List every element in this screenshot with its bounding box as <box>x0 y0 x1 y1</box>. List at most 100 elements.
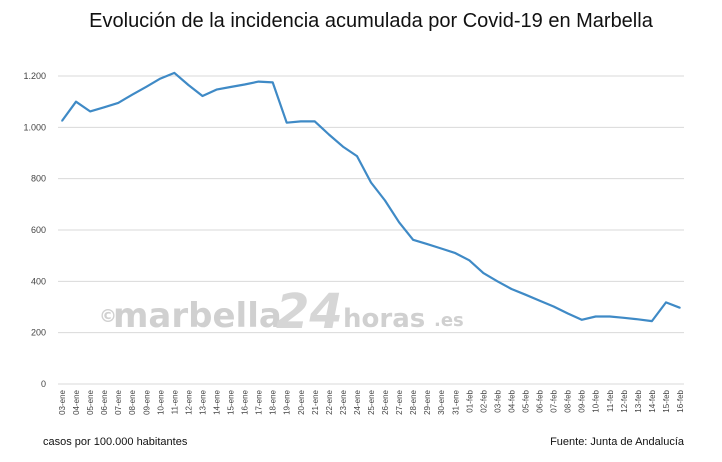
data-point <box>201 95 204 97</box>
x-tick-label: 23-ene <box>339 389 348 414</box>
x-tick-label: 06-ene <box>100 389 109 414</box>
y-tick-label: 800 <box>31 174 46 184</box>
data-point <box>623 317 625 319</box>
data-point <box>243 83 246 86</box>
data-point <box>75 100 77 103</box>
x-tick-label: 25-ene <box>367 389 376 414</box>
data-point <box>440 247 443 250</box>
x-axis-tick-labels: 03-ene 04-ene 05-ene 06-ene 07-ene 08-ene 09-e… <box>58 389 685 414</box>
x-tick-label: 04-ene <box>72 389 81 414</box>
x-tick-label: 20-ene <box>297 389 306 414</box>
x-tick-label: 18-ene <box>269 389 278 414</box>
x-tick-label: 09-ene <box>142 389 151 414</box>
data-point <box>566 312 569 315</box>
x-tick-label: 10-feb <box>592 389 601 412</box>
y-tick-label: 1.200 <box>23 71 46 81</box>
data-point <box>454 252 457 254</box>
x-tick-label: 04-feb <box>507 389 516 412</box>
series-group <box>61 71 681 323</box>
data-point <box>468 259 471 262</box>
x-tick-label: 31-ene <box>451 389 460 414</box>
x-tick-label: 17-ene <box>255 389 264 414</box>
data-point <box>384 199 386 202</box>
x-tick-label: 07-ene <box>114 389 123 414</box>
x-tick-label: 15-ene <box>227 389 236 414</box>
data-point <box>510 288 513 290</box>
x-tick-label: 03-ene <box>58 389 67 414</box>
x-tick-label: 11-ene <box>170 389 179 414</box>
data-point <box>398 221 400 224</box>
data-point <box>538 299 541 302</box>
x-tick-label: 05-feb <box>522 389 531 412</box>
x-tick-label: 07-feb <box>550 389 559 412</box>
x-tick-label: 02-feb <box>479 389 488 412</box>
data-point <box>187 84 190 86</box>
x-tick-label: 06-feb <box>536 389 545 412</box>
data-point <box>285 121 288 124</box>
data-point <box>173 72 176 74</box>
watermark-horas: horas <box>343 304 425 334</box>
data-point <box>580 319 583 321</box>
data-point <box>594 315 597 318</box>
y-tick-label: 200 <box>31 328 46 338</box>
x-tick-label: 13-feb <box>634 389 643 412</box>
x-tick-label: 12-ene <box>184 389 193 414</box>
x-tick-label: 26-ene <box>381 389 390 414</box>
data-point <box>89 110 91 113</box>
x-tick-label: 12-feb <box>620 389 629 412</box>
data-point <box>552 305 555 308</box>
watermark-marbella: marbella <box>113 296 282 336</box>
x-tick-label: 16-feb <box>676 389 685 412</box>
x-tick-label: 15-feb <box>662 389 671 412</box>
data-point <box>426 243 429 245</box>
data-point <box>370 181 372 184</box>
data-point <box>651 320 653 322</box>
x-tick-label: 10-ene <box>156 389 165 414</box>
x-tick-label: 11-feb <box>606 389 615 412</box>
data-point <box>665 301 667 304</box>
data-point <box>637 318 639 321</box>
data-point <box>300 120 302 123</box>
data-point <box>215 88 218 91</box>
data-point <box>314 120 316 123</box>
x-tick-label: 14-feb <box>648 389 657 412</box>
data-point <box>229 86 232 88</box>
x-tick-label: 14-ene <box>213 389 222 414</box>
data-point <box>117 102 119 104</box>
x-tick-label: 21-ene <box>311 389 320 414</box>
x-tick-label: 08-feb <box>564 389 573 412</box>
watermark-24: 24 <box>276 284 343 340</box>
x-tick-label: 29-ene <box>423 389 432 414</box>
x-tick-label: 27-ene <box>395 389 404 414</box>
y-tick-label: 400 <box>31 276 46 286</box>
data-point <box>61 120 63 122</box>
data-point <box>257 80 260 83</box>
y-tick-label: 600 <box>31 225 46 235</box>
x-tick-label: 28-ene <box>409 389 418 414</box>
x-tick-label: 05-ene <box>86 389 95 414</box>
x-tick-label: 30-ene <box>437 389 446 414</box>
x-tick-label: 01-feb <box>465 389 474 412</box>
gridlines <box>58 75 684 385</box>
x-tick-label: 08-ene <box>128 389 137 414</box>
x-tick-label: 16-ene <box>241 389 250 414</box>
data-point <box>412 239 414 241</box>
footer-source: Fuente: Junta de Andalucía <box>550 436 684 448</box>
watermark-domain: .es <box>434 310 464 331</box>
watermark: © marbella 24 horas .es <box>99 284 464 340</box>
x-tick-label: 22-ene <box>325 389 334 414</box>
data-point <box>271 81 274 84</box>
data-point <box>496 280 499 283</box>
data-point <box>131 93 133 96</box>
y-axis-tick-labels: 0 200 400 600 800 1.000 1.200 <box>23 71 46 389</box>
x-tick-label: 13-ene <box>198 389 207 414</box>
watermark-copyright: © <box>99 306 117 327</box>
series-line <box>61 71 681 323</box>
y-tick-label: 1.000 <box>23 122 46 132</box>
data-point <box>159 77 162 80</box>
chart-title: Evolución de la incidencia acumulada por… <box>89 10 653 32</box>
x-tick-label: 19-ene <box>283 389 292 414</box>
data-point <box>482 272 485 274</box>
x-tick-label: 09-feb <box>578 389 587 412</box>
